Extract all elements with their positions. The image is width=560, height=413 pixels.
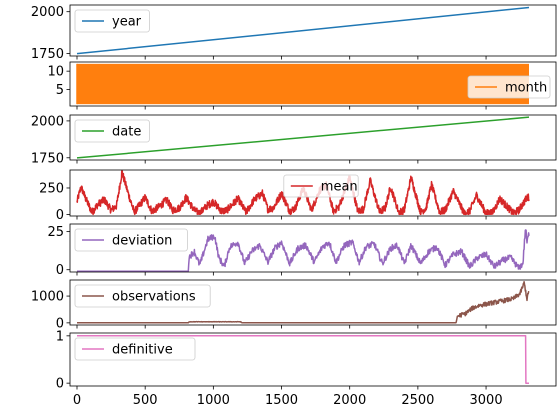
legend-box [74,119,150,143]
series-deviation-line [76,229,530,272]
legend-definitive: definitive [74,337,196,361]
legend-month: month [467,75,551,99]
axes-frame-mean [69,169,557,217]
y-tick-label-observations: 0 [56,316,64,331]
series-date-line [76,116,530,159]
legend-box [467,75,551,99]
legend-box [74,337,196,361]
y-tick-label-month: 5 [56,83,64,98]
legend-label: date [112,125,141,140]
legend-date: date [74,119,150,143]
legend-label: deviation [112,234,172,249]
legend-deviation: deviation [74,228,188,252]
axes-frame-year [69,4,557,57]
subplot-definitive: 0 1 definitive [56,329,557,392]
y-tick-label-mean: 250 [39,181,64,196]
legend-label: observations [112,290,196,305]
axes-frame-definitive [69,332,557,387]
axes-frame-date [69,114,557,161]
x-tick-label: 2500 [401,393,434,408]
axes-frame-deviation [69,223,557,273]
y-tick-label-date: 1750 [31,151,64,166]
y-tick-label-date: 2000 [31,114,64,129]
series-year-line [76,6,530,55]
y-tick-label-month: 10 [47,65,64,80]
legend-observations: observations [74,284,211,308]
y-tick-label-observations: 1000 [31,290,64,305]
axes-frame-observations [69,279,557,326]
subplot-month: 5 10 month [47,61,557,110]
y-tick-label-mean: 0 [56,208,64,223]
subplot-observations: 0 1000 observations [31,279,557,331]
x-tick-label: 3000 [470,393,503,408]
subplot-mean: 0 250 mean [39,169,557,223]
legend-label: definitive [112,343,173,358]
series-definitive-line [77,335,529,384]
y-tick-label-year: 1750 [31,47,64,62]
y-tick-label-year: 2000 [31,5,64,20]
legend-label: mean [321,180,358,195]
legend-box [74,228,188,252]
y-tick-label-definitive: 0 [56,377,64,392]
x-tick-label: 0 [73,393,81,408]
legend-box [283,174,359,198]
legend-mean: mean [283,174,359,198]
axes-frame-month [69,61,557,107]
legend-box [74,9,150,33]
y-tick-label-deviation: 25 [47,225,64,240]
series-month-line [77,63,529,105]
subplot-year: 1750 2000 year [31,4,557,62]
legend-box [74,284,211,308]
y-tick-label-deviation: 0 [56,263,64,278]
legend-year: year [74,9,150,33]
subplot-deviation: 0 25 deviation [47,223,557,278]
x-tick-label: 2000 [333,393,366,408]
legend-label: year [112,15,142,30]
x-tick-label: 500 [133,393,158,408]
y-tick-label-definitive: 1 [56,329,64,344]
legend-label: month [505,81,547,96]
x-tick-label: 1500 [265,393,298,408]
series-observations-line [76,280,530,324]
shared-x-axis: 0 500 1000 1500 2000 2500 3000 [73,393,503,408]
subplot-date: 1750 2000 date [31,114,557,166]
x-tick-label: 1000 [197,393,230,408]
